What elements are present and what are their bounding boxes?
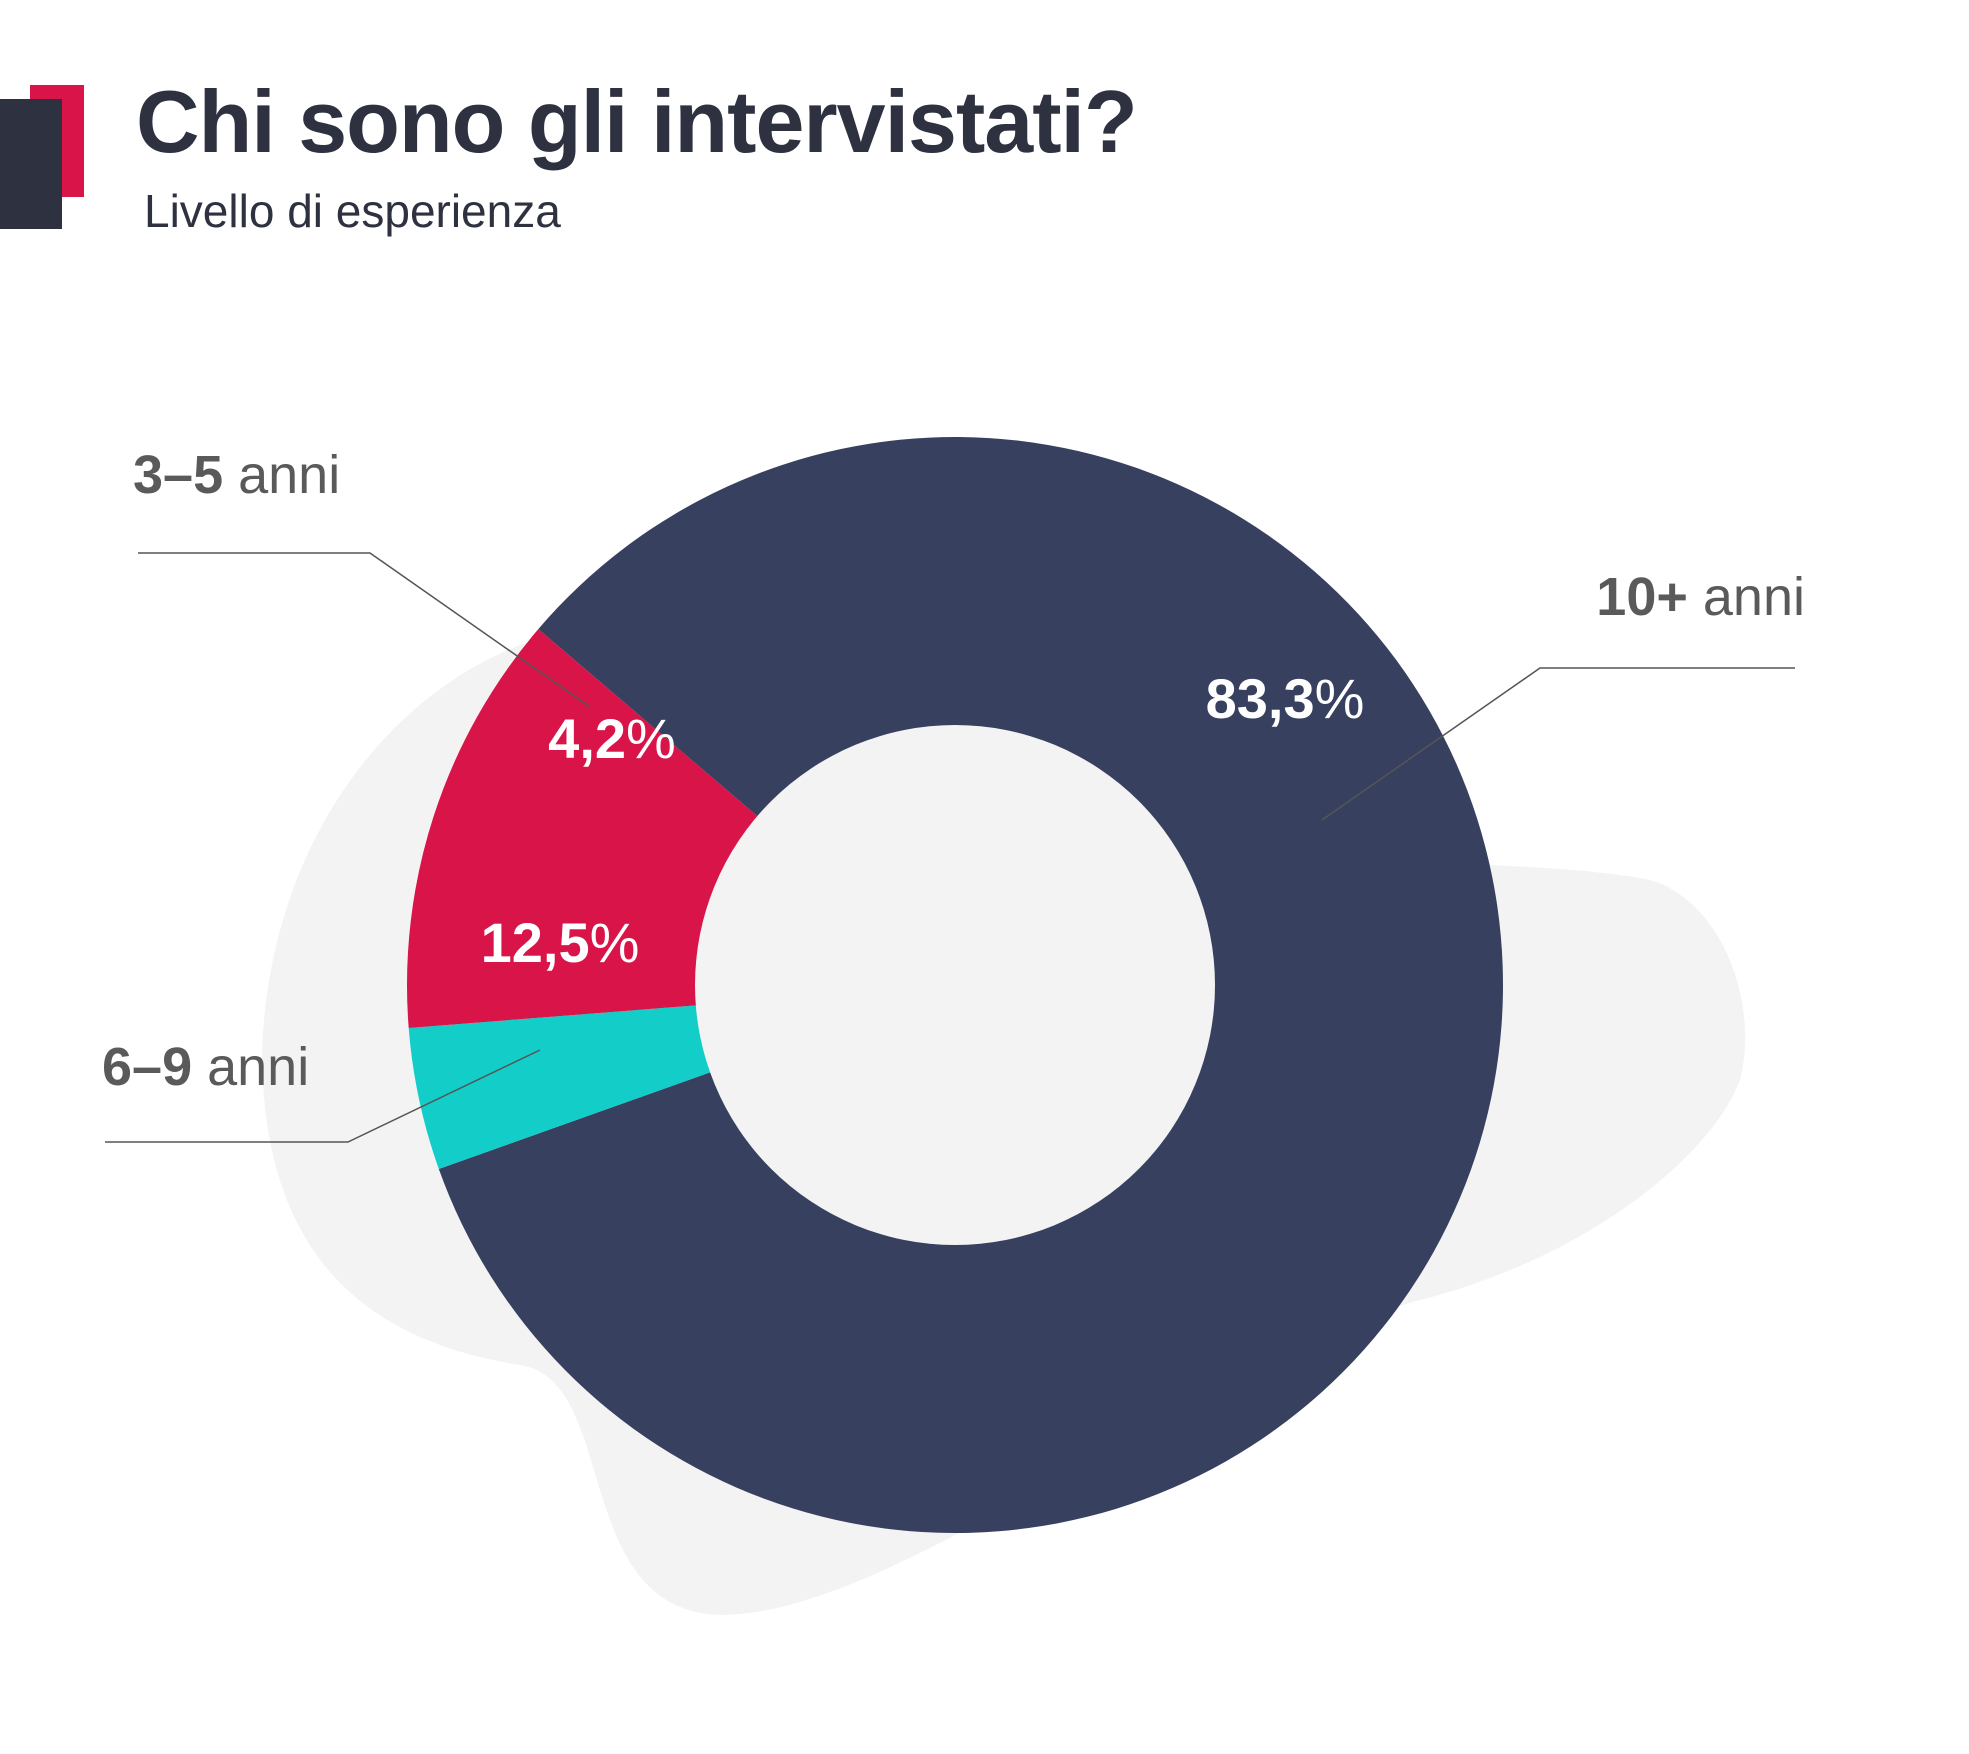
pct-sign: % [590,911,640,974]
category-label-3-5: 3–5 anni [133,445,340,505]
category-range: 3–5 [133,445,223,505]
pct-label-10: 83,3% [1206,667,1365,730]
leader-line-3-5 [138,552,591,708]
category-label-10: 10+ anni [1596,567,1805,627]
page-title: Chi sono gli intervistati? [136,72,1138,171]
category-range: 6–9 [102,1037,192,1097]
category-range: 10+ [1596,567,1688,627]
pct-sign: % [1315,667,1365,730]
donut-hole [695,725,1215,1245]
slice-labels: 83,3% 10+ anni 4,2% 3–5 anni 12,5% 6–9 anni [102,445,1805,1097]
category-unit: anni [223,445,340,505]
pct-label-6-9: 12,5% [481,911,640,974]
category-unit: anni [1688,567,1805,627]
pct-value: 83,3 [1206,667,1315,730]
leader-lines [105,552,1795,1143]
pct-value: 4,2 [548,707,626,770]
brand-logo [0,85,90,235]
leader-line-10 [1321,667,1795,821]
leader-line-6-9 [105,1049,541,1143]
pct-value: 12,5 [481,911,590,974]
category-unit: anni [192,1037,309,1097]
page-subtitle: Livello di esperienza [144,185,561,237]
pct-sign: % [626,707,676,770]
logo-dark-bar [0,99,62,229]
pct-label-3-5: 4,2% [548,707,676,770]
category-label-6-9: 6–9 anni [102,1037,309,1097]
